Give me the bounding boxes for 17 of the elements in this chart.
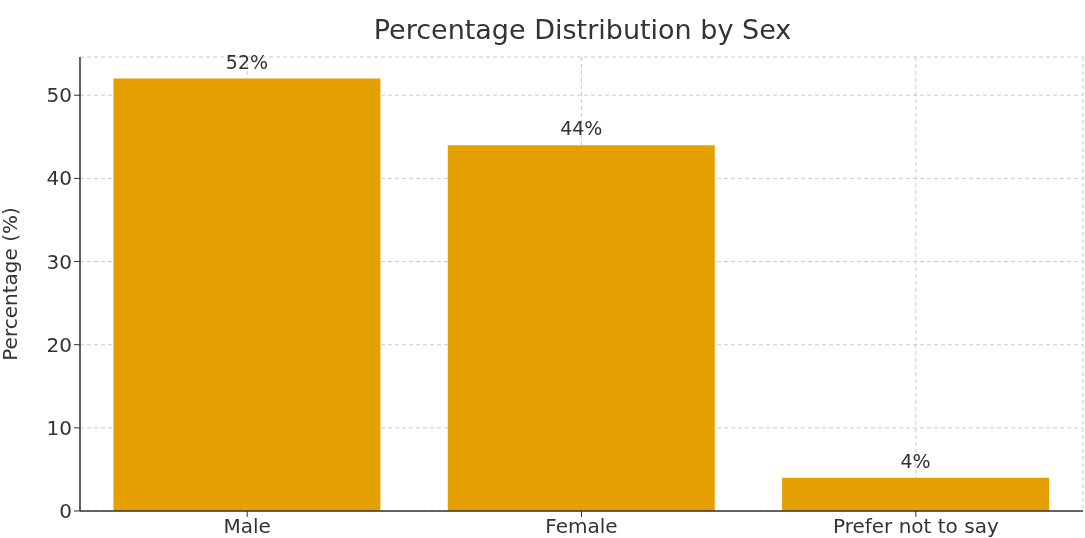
y-tick-label: 20 [46,332,72,357]
x-tick-label: Prefer not to say [832,514,999,538]
y-tick-label: 40 [46,166,72,191]
x-tick-label: Female [545,514,618,538]
data-label: 44% [560,117,603,140]
y-tick-label: 10 [46,415,72,440]
y-tick-label: 0 [59,499,72,524]
bar [447,145,715,511]
chart-title: Percentage Distribution by Sex [372,14,793,45]
y-tick-label: 30 [46,249,72,274]
data-label: 52% [225,50,269,73]
y-tick-label: 50 [46,83,72,108]
y-axis-title: Percentage (%) [0,207,23,361]
bar [113,78,381,511]
data-label: 4% [900,449,931,472]
x-tick-label: Male [223,514,271,538]
bar [782,477,1050,511]
